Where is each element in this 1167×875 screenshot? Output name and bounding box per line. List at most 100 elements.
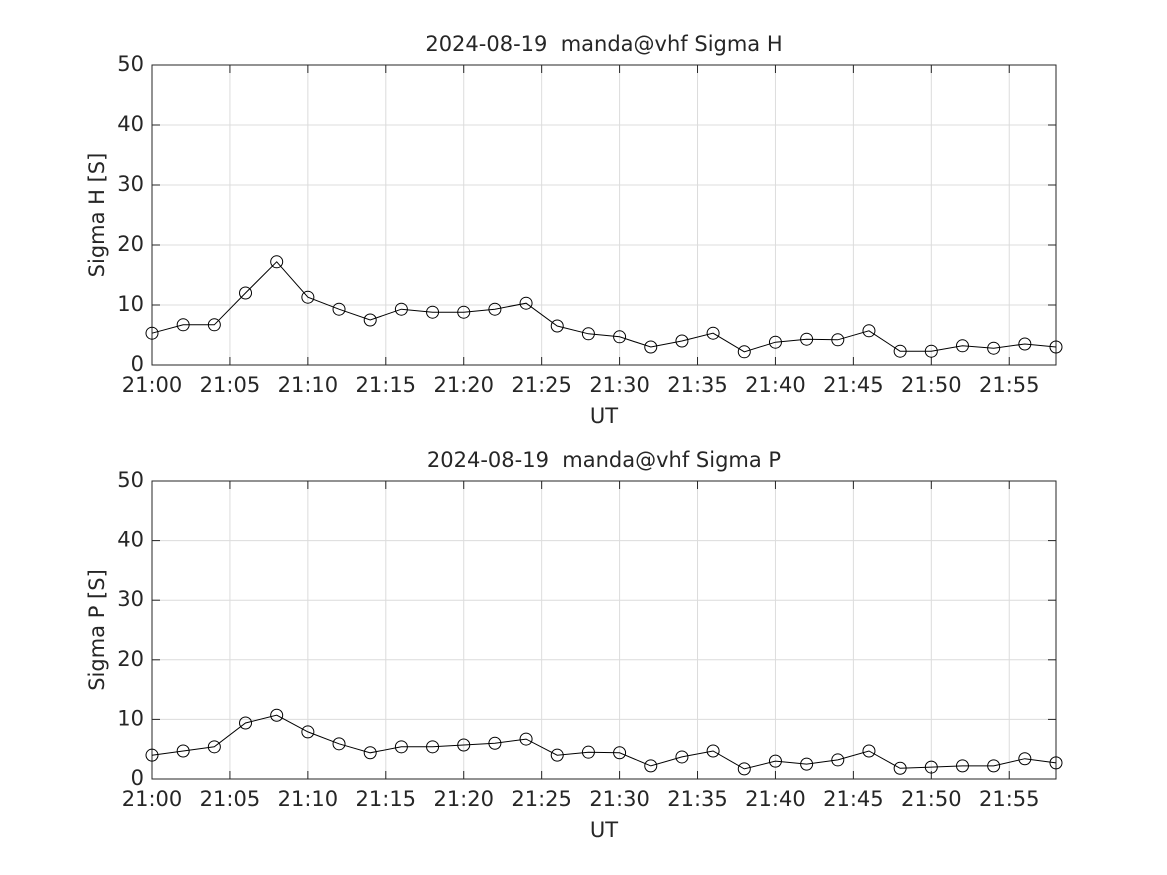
data-point (239, 716, 253, 730)
data-point (519, 732, 533, 746)
x-tick-label: 21:15 (356, 787, 417, 811)
y-tick-label: 40 (117, 528, 144, 552)
data-point (955, 759, 969, 773)
data-point (613, 746, 627, 760)
data-point (737, 345, 751, 359)
plot-area (152, 65, 1056, 365)
y-tick-label: 20 (117, 232, 144, 256)
x-tick-label: 21:25 (511, 787, 572, 811)
data-point (1049, 756, 1063, 770)
x-tick-label: 21:25 (511, 373, 572, 397)
x-tick-label: 21:30 (589, 787, 650, 811)
data-point (831, 333, 845, 347)
data-point (145, 326, 159, 340)
x-axis-label: UT (590, 818, 618, 842)
data-point (145, 748, 159, 762)
x-tick-label: 21:10 (278, 787, 339, 811)
data-point (893, 761, 907, 775)
x-tick-label: 21:20 (433, 787, 494, 811)
x-tick-label: 21:15 (356, 373, 417, 397)
data-point (426, 305, 440, 319)
data-point (644, 340, 658, 354)
y-axis-label: Sigma P [S] (85, 569, 109, 691)
data-point (768, 754, 782, 768)
x-tick-label: 21:35 (667, 787, 728, 811)
y-tick-label: 30 (117, 587, 144, 611)
x-tick-label: 21:00 (122, 373, 183, 397)
data-point (800, 332, 814, 346)
data-point (176, 318, 190, 332)
data-point (955, 339, 969, 353)
data-point (176, 744, 190, 758)
axes-box (151, 64, 1057, 366)
x-tick-label: 21:10 (278, 373, 339, 397)
data-point (301, 725, 315, 739)
data-point (706, 744, 720, 758)
data-point (675, 750, 689, 764)
data-point (488, 302, 502, 316)
data-point (301, 290, 315, 304)
data-point (1049, 340, 1063, 354)
data-point (550, 748, 564, 762)
y-tick-label: 50 (117, 52, 144, 76)
data-point (332, 302, 346, 316)
x-tick-label: 21:00 (122, 787, 183, 811)
data-point (862, 744, 876, 758)
data-point (987, 759, 1001, 773)
data-point (1018, 752, 1032, 766)
data-point (613, 330, 627, 344)
x-tick-label: 21:30 (589, 373, 650, 397)
x-tick-label: 21:55 (979, 373, 1040, 397)
axes-box (151, 480, 1057, 780)
y-tick-label: 10 (117, 292, 144, 316)
y-tick-label: 50 (117, 468, 144, 492)
data-point (675, 334, 689, 348)
plot-area (152, 481, 1056, 779)
data-point (893, 344, 907, 358)
y-axis-label: Sigma H [S] (85, 153, 109, 278)
data-point (768, 335, 782, 349)
data-point (550, 319, 564, 333)
data-point (800, 757, 814, 771)
y-tick-label: 20 (117, 647, 144, 671)
x-tick-label: 21:20 (433, 373, 494, 397)
data-point (207, 740, 221, 754)
x-axis-label: UT (590, 404, 618, 428)
data-point (987, 341, 1001, 355)
y-tick-label: 0 (131, 352, 144, 376)
data-point (457, 305, 471, 319)
data-point (394, 302, 408, 316)
chart-title: 2024-08-19 manda@vhf Sigma P (427, 448, 781, 472)
x-tick-label: 21:50 (901, 373, 962, 397)
data-line (151, 261, 1057, 353)
data-point (862, 324, 876, 338)
y-tick-label: 40 (117, 112, 144, 136)
x-tick-label: 21:35 (667, 373, 728, 397)
data-point (581, 327, 595, 341)
data-point (207, 318, 221, 332)
data-point (363, 746, 377, 760)
data-point (270, 255, 284, 269)
data-point (488, 736, 502, 750)
y-tick-label: 10 (117, 706, 144, 730)
data-point (737, 762, 751, 776)
data-point (363, 313, 377, 327)
x-tick-label: 21:40 (745, 787, 806, 811)
data-point (924, 760, 938, 774)
x-tick-label: 21:50 (901, 787, 962, 811)
data-point (239, 286, 253, 300)
data-point (581, 745, 595, 759)
data-point (519, 296, 533, 310)
data-point (426, 740, 440, 754)
x-tick-label: 21:05 (200, 373, 261, 397)
x-tick-label: 21:45 (823, 787, 884, 811)
data-point (332, 737, 346, 751)
data-point (706, 326, 720, 340)
data-point (457, 738, 471, 752)
data-point (270, 708, 284, 722)
data-point (394, 740, 408, 754)
data-point (644, 759, 658, 773)
data-point (924, 344, 938, 358)
x-tick-label: 21:45 (823, 373, 884, 397)
data-point (1018, 337, 1032, 351)
